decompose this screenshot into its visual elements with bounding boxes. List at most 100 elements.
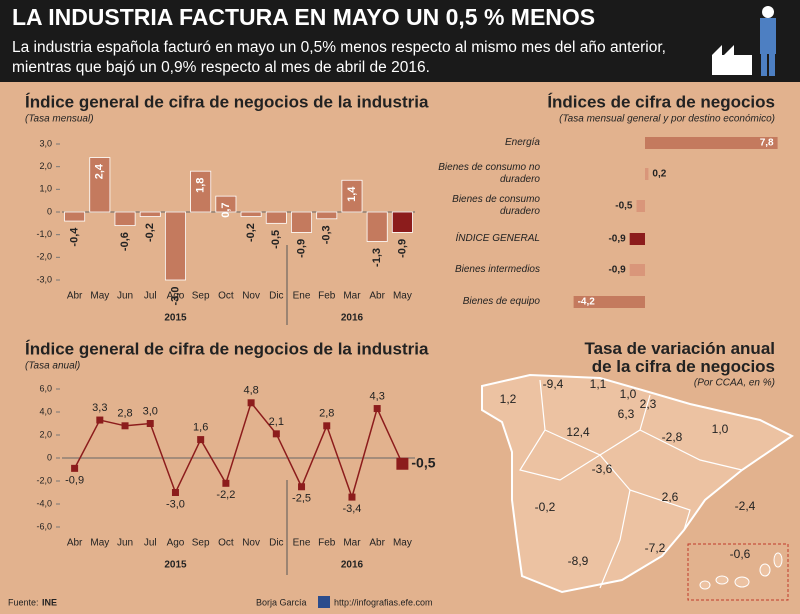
y-tick-label: 1,0 [39,184,52,194]
y-tick-label: 0 [47,452,52,462]
region-value: -3,6 [592,462,613,476]
point [323,422,331,430]
point [222,479,230,487]
point [247,399,255,407]
bar [64,211,86,222]
bar [629,233,645,245]
x-tick-label: Nov [242,538,260,549]
bar [366,211,388,242]
region-value: -0,6 [730,547,751,561]
bar [291,211,313,233]
value-label: -0,4 [69,227,81,247]
region-value: 1,2 [500,392,517,406]
value-label: -0,3 [321,225,333,244]
category-label: Bienes de consumo no duradero [438,162,540,185]
y-tick-label: 2,0 [39,429,52,439]
value-label: -0,9 [396,239,408,258]
value-label: 1,8 [195,178,207,193]
region-value: 1,0 [620,387,637,401]
value-label: -0,5 [411,454,435,470]
value-label: 1,4 [346,186,358,202]
region-value: 1,1 [590,377,607,391]
y-tick-label: 0 [47,206,52,216]
category-label: Energía [504,137,540,148]
bar [89,157,111,213]
point [373,405,381,413]
chart-title: Tasa de variación anual de la cifra de ne… [584,339,775,376]
value-label: -0,5 [270,230,282,249]
chart-subtitle: (Tasa mensual) [25,114,94,125]
group-label: 2016 [341,313,364,324]
header-band [0,0,800,82]
group-label: 2015 [164,313,187,324]
y-tick-label: -3,0 [36,274,52,284]
region-value: -8,9 [568,554,589,568]
point [348,493,356,501]
y-tick-label: 4,0 [39,406,52,416]
canarias-box [687,543,789,601]
value-label: -3,0 [166,498,185,510]
bar [190,170,212,213]
subtitle: La industria española facturó en mayo un… [12,39,666,76]
category-label: Bienes de equipo [462,296,540,307]
bar [265,211,287,224]
x-tick-label: May [393,538,412,549]
x-tick-label: Ago [167,538,185,549]
x-tick-label: Jun [117,538,133,549]
bar [573,296,645,308]
value-label: 4,8 [243,385,258,397]
region-value: 2,6 [662,490,679,504]
y-tick-label: -4,0 [36,498,52,508]
x-tick-label: Ago [167,291,185,302]
group-label: 2015 [164,560,187,571]
x-tick-label: Abr [369,291,385,302]
point [197,436,205,444]
value-label: 2,8 [319,408,334,420]
x-tick-label: Dic [269,538,283,549]
x-tick-label: Feb [318,291,336,302]
x-tick-label: Jul [144,291,157,302]
chart-subtitle: (Por CCAA, en %) [694,378,775,389]
value-label: 2,1 [269,416,284,428]
x-tick-label: Oct [218,538,234,549]
chart-subtitle: (Tasa mensual general y por destino econ… [559,114,775,125]
source-label: Fuente: [8,597,39,607]
value-label: -3,0 [169,287,181,306]
bar [164,211,186,281]
bar [139,211,161,217]
x-tick-label: May [90,291,109,302]
value-label: 2,4 [94,163,106,179]
x-tick-label: Mar [343,291,361,302]
title: LA INDUSTRIA FACTURA EN MAYO UN 0,5 % ME… [12,4,595,30]
efe-logo [318,596,330,608]
map-outline [481,373,794,594]
y-tick-label: 6,0 [39,383,52,393]
bar [645,168,649,180]
region-value: -0,2 [535,500,556,514]
value-label: -0,9 [608,234,626,245]
chart-title: Índice general de cifra de negocios de l… [25,92,429,111]
category-label: Bienes de consumo duradero [452,194,540,217]
category-label: Bienes intermedios [454,264,540,275]
point [121,422,129,430]
x-tick-label: Abr [369,538,385,549]
bar [391,211,413,233]
value-label: 1,6 [193,422,208,434]
y-tick-label: -1,0 [36,229,52,239]
url: http://infografias.efe.com [334,597,433,607]
value-label: -0,9 [608,265,626,276]
value-label: -1,3 [371,248,383,267]
x-tick-label: Mar [343,538,361,549]
region-value: 12,4 [566,425,590,439]
y-tick-label: -2,0 [36,252,52,262]
x-tick-label: Jun [117,291,133,302]
value-label: 3,3 [92,402,107,414]
value-label: 2,8 [117,408,132,420]
y-tick-label: 2,0 [39,161,52,171]
value-label: -0,2 [144,223,156,242]
value-label: 3,0 [143,405,158,417]
x-tick-label: Abr [67,291,83,302]
y-tick-label: -6,0 [36,521,52,531]
point [71,464,79,472]
